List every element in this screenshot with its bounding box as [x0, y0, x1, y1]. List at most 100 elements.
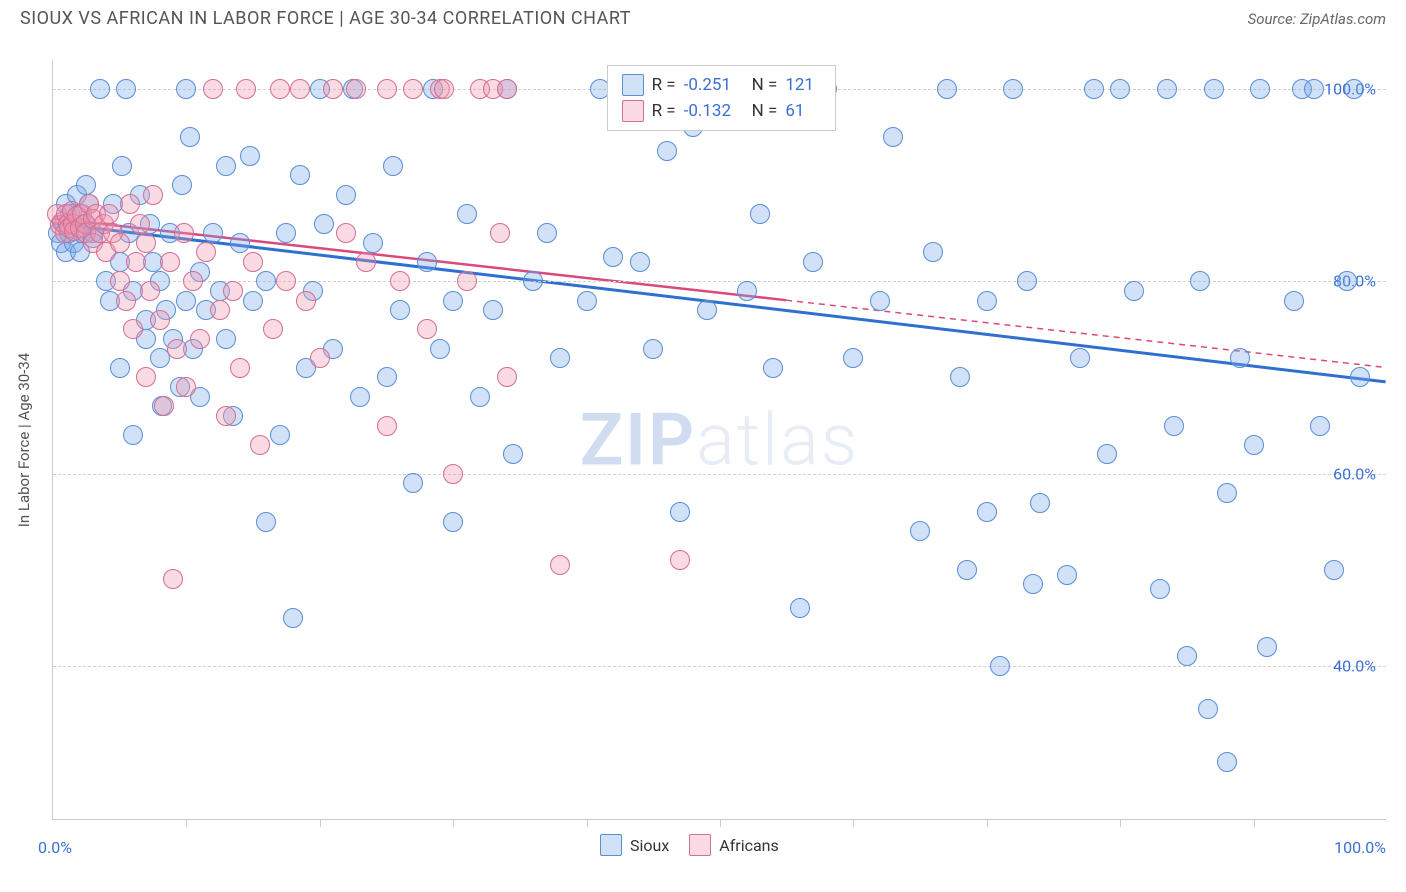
data-point: [870, 291, 890, 311]
data-point: [443, 512, 463, 532]
data-point: [180, 127, 200, 147]
data-point: [270, 79, 290, 99]
data-point: [1030, 493, 1050, 513]
data-point: [250, 435, 270, 455]
data-point: [1177, 646, 1197, 666]
data-point: [483, 300, 503, 320]
watermark: ZIPatlas: [580, 397, 860, 482]
data-point: [1217, 752, 1237, 772]
data-point: [1230, 348, 1250, 368]
data-point: [216, 406, 236, 426]
data-point: [99, 204, 119, 224]
data-point: [1250, 79, 1270, 99]
legend-stats: R =-0.251N =121R =-0.132N =61: [607, 65, 837, 131]
data-point: [377, 367, 397, 387]
data-point: [843, 348, 863, 368]
data-point: [1324, 560, 1344, 580]
data-point: [577, 291, 597, 311]
chart-title: SIOUX VS AFRICAN IN LABOR FORCE | AGE 30…: [20, 8, 631, 29]
data-point: [230, 233, 250, 253]
data-point: [216, 329, 236, 349]
source-name: ZipAtlas.com: [1300, 10, 1386, 28]
data-point: [434, 79, 454, 99]
x-tick: [587, 819, 588, 827]
data-point: [1350, 367, 1370, 387]
data-point: [356, 252, 376, 272]
data-point: [957, 560, 977, 580]
data-point: [76, 175, 96, 195]
data-point: [243, 291, 263, 311]
data-point: [550, 348, 570, 368]
data-point: [150, 310, 170, 330]
data-point: [1110, 79, 1130, 99]
legend-n-label: N =: [752, 72, 778, 98]
legend-series-name: Africans: [719, 836, 778, 855]
data-point: [183, 271, 203, 291]
watermark-atlas: atlas: [696, 397, 859, 482]
data-point: [276, 223, 296, 243]
legend-series-name: Sioux: [630, 836, 669, 855]
legend-item: Africans: [689, 834, 778, 856]
data-point: [123, 319, 143, 339]
data-point: [154, 396, 174, 416]
data-point: [190, 329, 210, 349]
data-point: [112, 156, 132, 176]
data-point: [196, 242, 216, 262]
data-point: [240, 146, 260, 166]
data-point: [503, 444, 523, 464]
data-point: [116, 79, 136, 99]
x-tick: [320, 819, 321, 827]
data-point: [937, 79, 957, 99]
data-point: [203, 223, 223, 243]
data-point: [923, 242, 943, 262]
legend-swatch: [689, 834, 711, 856]
data-point: [377, 79, 397, 99]
data-point: [1097, 444, 1117, 464]
data-point: [1084, 79, 1104, 99]
data-point: [176, 291, 196, 311]
x-axis-min-label: 0.0%: [38, 838, 72, 857]
data-point: [443, 464, 463, 484]
data-point: [310, 348, 330, 368]
data-point: [120, 194, 140, 214]
data-point: [363, 233, 383, 253]
x-tick: [1120, 819, 1121, 827]
legend-r-label: R =: [652, 98, 676, 124]
data-point: [643, 339, 663, 359]
data-point: [977, 502, 997, 522]
x-tick: [453, 819, 454, 827]
data-point: [110, 271, 130, 291]
data-point: [350, 387, 370, 407]
data-point: [990, 656, 1010, 676]
data-point: [296, 291, 316, 311]
data-point: [236, 79, 256, 99]
legend-item: Sioux: [600, 834, 669, 856]
data-point: [657, 141, 677, 161]
legend-n-label: N =: [752, 98, 778, 124]
data-point: [403, 79, 423, 99]
data-point: [497, 367, 517, 387]
data-point: [457, 204, 477, 224]
data-point: [346, 79, 366, 99]
data-point: [1310, 416, 1330, 436]
data-point: [430, 339, 450, 359]
data-point: [126, 252, 146, 272]
y-tick-label: 40.0%: [1333, 657, 1376, 676]
data-point: [176, 79, 196, 99]
data-point: [314, 214, 334, 234]
x-tick: [720, 819, 721, 827]
data-point: [1124, 281, 1144, 301]
data-point: [670, 502, 690, 522]
data-point: [470, 387, 490, 407]
data-point: [290, 79, 310, 99]
data-point: [550, 555, 570, 575]
data-point: [140, 281, 160, 301]
data-point: [417, 252, 437, 272]
data-point: [977, 291, 997, 311]
data-point: [1284, 291, 1304, 311]
data-point: [1344, 79, 1364, 99]
legend-stats-row: R =-0.132N =61: [622, 98, 822, 124]
data-point: [390, 271, 410, 291]
data-point: [336, 185, 356, 205]
legend-r-value: -0.251: [684, 72, 744, 98]
